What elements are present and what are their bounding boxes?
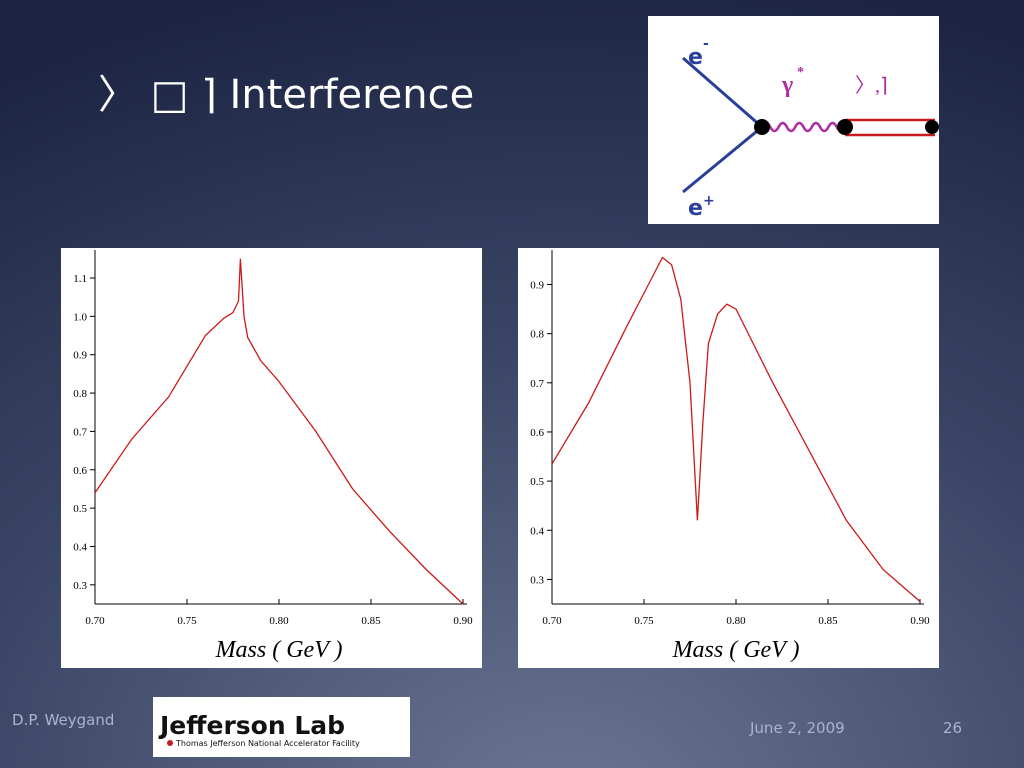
page-number: 26 bbox=[943, 719, 962, 737]
y-tick-label: 0.9 bbox=[530, 279, 544, 291]
x-tick-label: 0.85 bbox=[361, 615, 381, 627]
y-tick-label: 0.8 bbox=[530, 329, 544, 341]
y-tick-label: 0.8 bbox=[73, 388, 87, 400]
date: June 2, 2009 bbox=[749, 719, 845, 737]
data-line bbox=[551, 256, 921, 602]
x-tick-label: 0.85 bbox=[818, 615, 838, 627]
meson-label: 〉,⌉ bbox=[855, 75, 888, 97]
author: D.P. Weygand bbox=[12, 711, 114, 729]
electron-sign: - bbox=[703, 36, 709, 52]
x-tick-label: 0.70 bbox=[542, 615, 562, 627]
feynman-diagram: e - γ * 〉,⌉ e + bbox=[648, 16, 939, 224]
y-tick-label: 0.5 bbox=[530, 476, 544, 488]
logo-name: Jefferson Lab bbox=[158, 711, 345, 740]
vertex bbox=[925, 120, 939, 134]
positron-line bbox=[682, 125, 763, 194]
x-tick-label: 0.90 bbox=[453, 615, 473, 627]
vertex bbox=[837, 119, 853, 135]
chart: 0.3 0.4 0.5 0.6 0.7 0.8 0.9 1.0 1.1 0.70 0.75 0.80 0… bbox=[61, 248, 482, 668]
x-tick-label: 0.75 bbox=[634, 615, 654, 627]
y-tick-label: 0.9 bbox=[73, 350, 87, 362]
y-tick-label: 0.7 bbox=[530, 378, 544, 390]
x-tick-label: 0.70 bbox=[85, 615, 105, 627]
y-tick-label: 0.5 bbox=[73, 503, 87, 515]
x-tick-label: 0.80 bbox=[726, 615, 746, 627]
photon-line bbox=[760, 121, 847, 133]
chart-panel bbox=[61, 248, 482, 668]
y-tick-label: 1.0 bbox=[73, 311, 87, 323]
chart: 0.3 0.4 0.5 0.6 0.7 0.8 0.9 0.70 0.75 0.80 0.85 0.9… bbox=[518, 248, 939, 668]
logo-dot bbox=[167, 740, 173, 746]
y-tick-label: 0.3 bbox=[530, 574, 544, 586]
logo: Jefferson Lab Thomas Jefferson National … bbox=[153, 697, 410, 757]
logo-panel bbox=[153, 697, 410, 757]
vertex bbox=[754, 119, 770, 135]
y-tick-label: 0.6 bbox=[73, 465, 87, 477]
data-line bbox=[94, 258, 464, 605]
x-axis-label: Mass ( GeV ) bbox=[215, 637, 343, 663]
y-tick-label: 1.1 bbox=[73, 273, 87, 285]
y-tick-label: 0.6 bbox=[530, 427, 544, 439]
slide-title: 〉 □ ⌉ Interference bbox=[98, 72, 474, 118]
photon-label: γ bbox=[781, 72, 793, 98]
x-tick-label: 0.90 bbox=[910, 615, 930, 627]
electron-line bbox=[682, 56, 763, 129]
y-tick-label: 0.7 bbox=[73, 426, 87, 438]
photon-star: * bbox=[797, 65, 804, 80]
y-tick-label: 0.3 bbox=[73, 580, 87, 592]
chart-panel bbox=[518, 248, 939, 668]
y-tick-label: 0.4 bbox=[73, 541, 87, 553]
positron-label: e bbox=[688, 196, 703, 221]
x-axis-label: Mass ( GeV ) bbox=[672, 637, 800, 663]
logo-subtitle: Thomas Jefferson National Accelerator Fa… bbox=[175, 739, 360, 748]
positron-sign: + bbox=[703, 193, 715, 209]
x-tick-label: 0.80 bbox=[269, 615, 289, 627]
y-tick-label: 0.4 bbox=[530, 525, 544, 537]
x-tick-label: 0.75 bbox=[177, 615, 197, 627]
electron-label: e bbox=[688, 45, 703, 70]
